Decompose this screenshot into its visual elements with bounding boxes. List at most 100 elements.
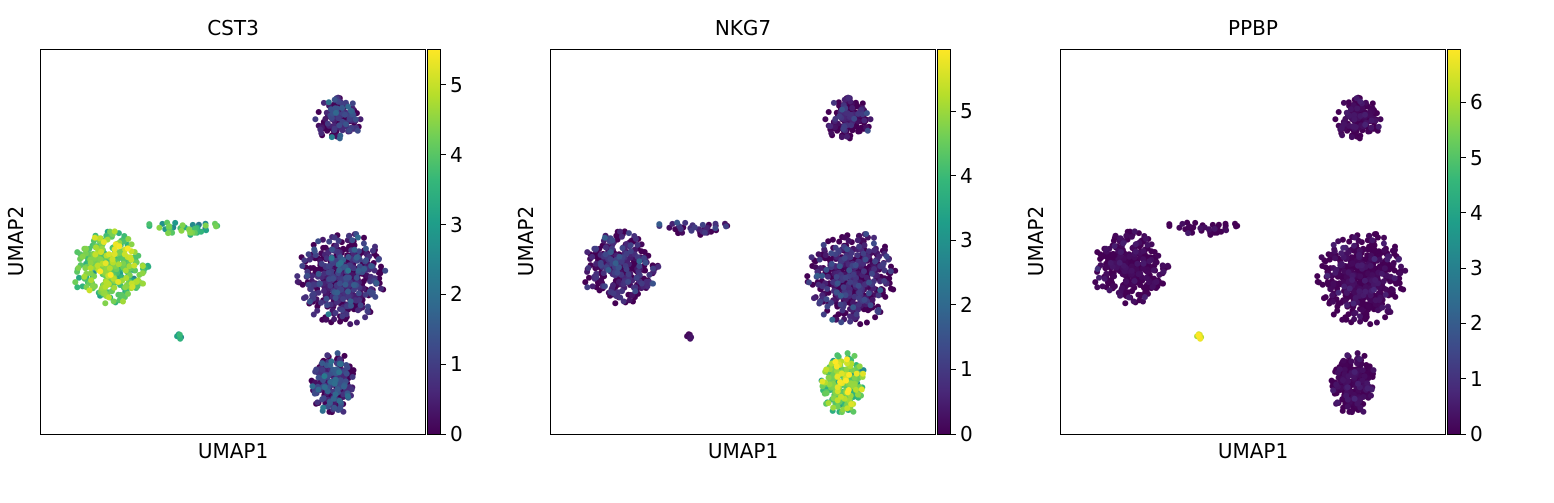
scatter-point [808,254,815,261]
scatter-point [339,313,346,320]
scatter-point [345,233,352,239]
scatter-point [1345,99,1352,106]
colorbar-tick-label: 5 [450,72,463,97]
scatter-point [128,241,135,248]
scatter-point [1316,279,1322,286]
scatter-point [306,298,313,305]
scatter-point [627,242,634,249]
scatter-point [867,116,874,123]
scatter-point [890,286,897,293]
scatter-point [373,280,380,287]
scatter-point [833,363,840,370]
scatter-point [320,99,327,106]
scatter-point [1359,367,1366,374]
scatter-point [1384,303,1391,310]
scatter-point [1375,123,1382,130]
scatter-point [829,236,836,243]
scatter-point [614,269,621,276]
scatter-point [337,377,344,384]
scatter-point [839,106,845,113]
colorbar-tick [441,363,446,365]
colorbar [937,49,951,435]
scatter-point [1340,357,1347,364]
scatter-point [319,360,326,367]
scatter-point [146,221,153,228]
scatter-point [1365,233,1372,239]
scatter-point [1345,373,1352,380]
scatter-point [1363,314,1370,320]
scatter-point [614,236,621,243]
scatter-point [179,222,186,229]
scatter-point [348,386,355,393]
x-axis-label: UMAP1 [1217,439,1289,463]
scatter-point [83,245,89,252]
colorbar-tick [951,239,956,241]
colorbar-tick [441,154,446,156]
scatter-point [619,245,626,251]
y-axis-label: UMAP2 [4,205,28,277]
scatter-point [1336,366,1343,373]
scatter-point [97,256,104,263]
scatter-point [846,371,853,378]
scatter-point [349,237,356,244]
scatter-point [861,268,867,275]
scatter-point [328,358,335,365]
scatter-point [804,273,811,280]
scatter-point [585,265,592,271]
colorbar-tick [1461,378,1466,380]
scatter-point [842,274,849,281]
scatter-point [1330,241,1337,248]
scatter-point [699,221,706,228]
colorbar-tick [441,84,446,86]
scatter-point [820,241,827,248]
scatter-point [841,234,848,241]
scatter-point [589,253,596,260]
scatter-point [321,373,328,380]
scatter-point [850,271,857,278]
scatter-point [1364,380,1371,387]
scatter-point [1367,321,1374,328]
scatter-point [865,248,872,255]
colorbar-tick [1461,101,1466,103]
scatter-point [1331,248,1338,255]
scatter-point [1112,232,1119,239]
scatter-point [856,289,863,296]
scatter-point [871,234,877,241]
scatter-point [623,266,630,273]
scatter-point [860,370,866,377]
scatter-point [1372,297,1379,304]
scatter-point [823,390,830,397]
scatter-point [305,281,312,288]
scatter-point [324,120,331,127]
scatter-point [203,227,210,234]
colorbar-tick [951,304,956,306]
scatter-point [1094,249,1101,256]
scatter-point [1361,277,1368,284]
scatter-point [847,254,854,261]
scatter-point [353,319,360,326]
scatter-point [357,116,364,123]
scatter-point [1345,311,1352,318]
scatter-point [620,298,627,305]
scatter-point [124,245,131,252]
scatter-point [105,281,112,287]
scatter-point [1195,332,1202,339]
scatter-point [1132,241,1139,248]
scatter-point [1345,378,1351,385]
scatter-point [1349,260,1356,267]
scatter-point [362,245,369,252]
scatter-point [824,303,831,310]
scatter-point [72,279,79,286]
umap-panel-cst3: CST3 UMAP1 UMAP2 0 1 2 3 4 5 [0,0,510,503]
scatter-point [1373,319,1380,326]
scatter-point [309,383,316,390]
scatter-point [844,405,851,412]
scatter-point [106,265,113,272]
scatter-point [1103,245,1109,252]
scatter-point [1356,252,1362,258]
scatter-point [1142,288,1149,295]
scatter-point [848,401,855,408]
scatter-point [1338,124,1345,131]
scatter-point [1368,124,1375,131]
scatter-point [340,408,347,415]
